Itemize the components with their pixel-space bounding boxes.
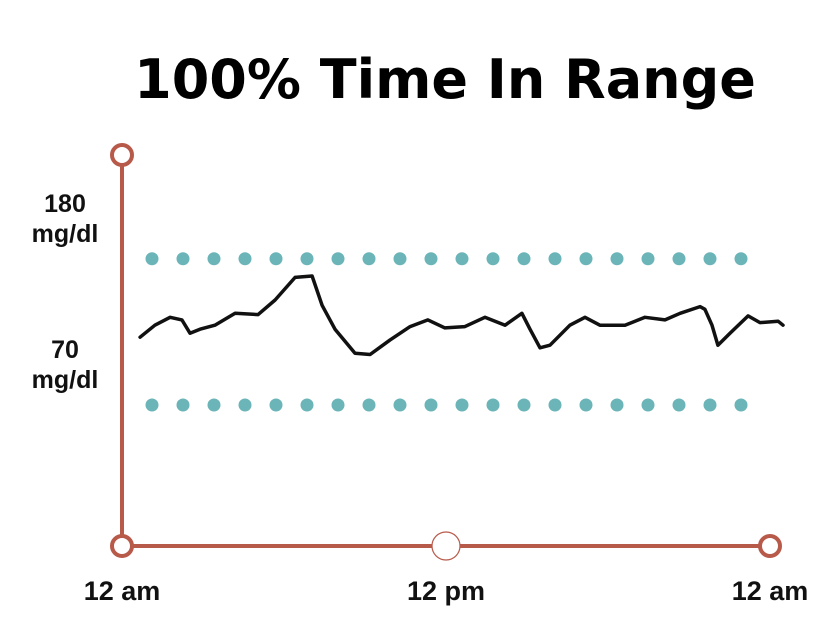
chart-title: 100% Time In Range [134,48,756,111]
data-line [138,274,785,357]
x-tick-mark [431,531,461,561]
y-tick-label: 70 mg/dl [31,336,99,395]
x-tick-label: 12 am [84,576,161,606]
x-tick-label: 12 am [732,576,809,606]
x-tick-label: 12 pm [407,576,485,606]
x-tick-mark [110,534,134,558]
axis-end [110,143,134,167]
x-tick-mark [758,534,782,558]
y-tick-label: 180 mg/dl [31,189,99,248]
